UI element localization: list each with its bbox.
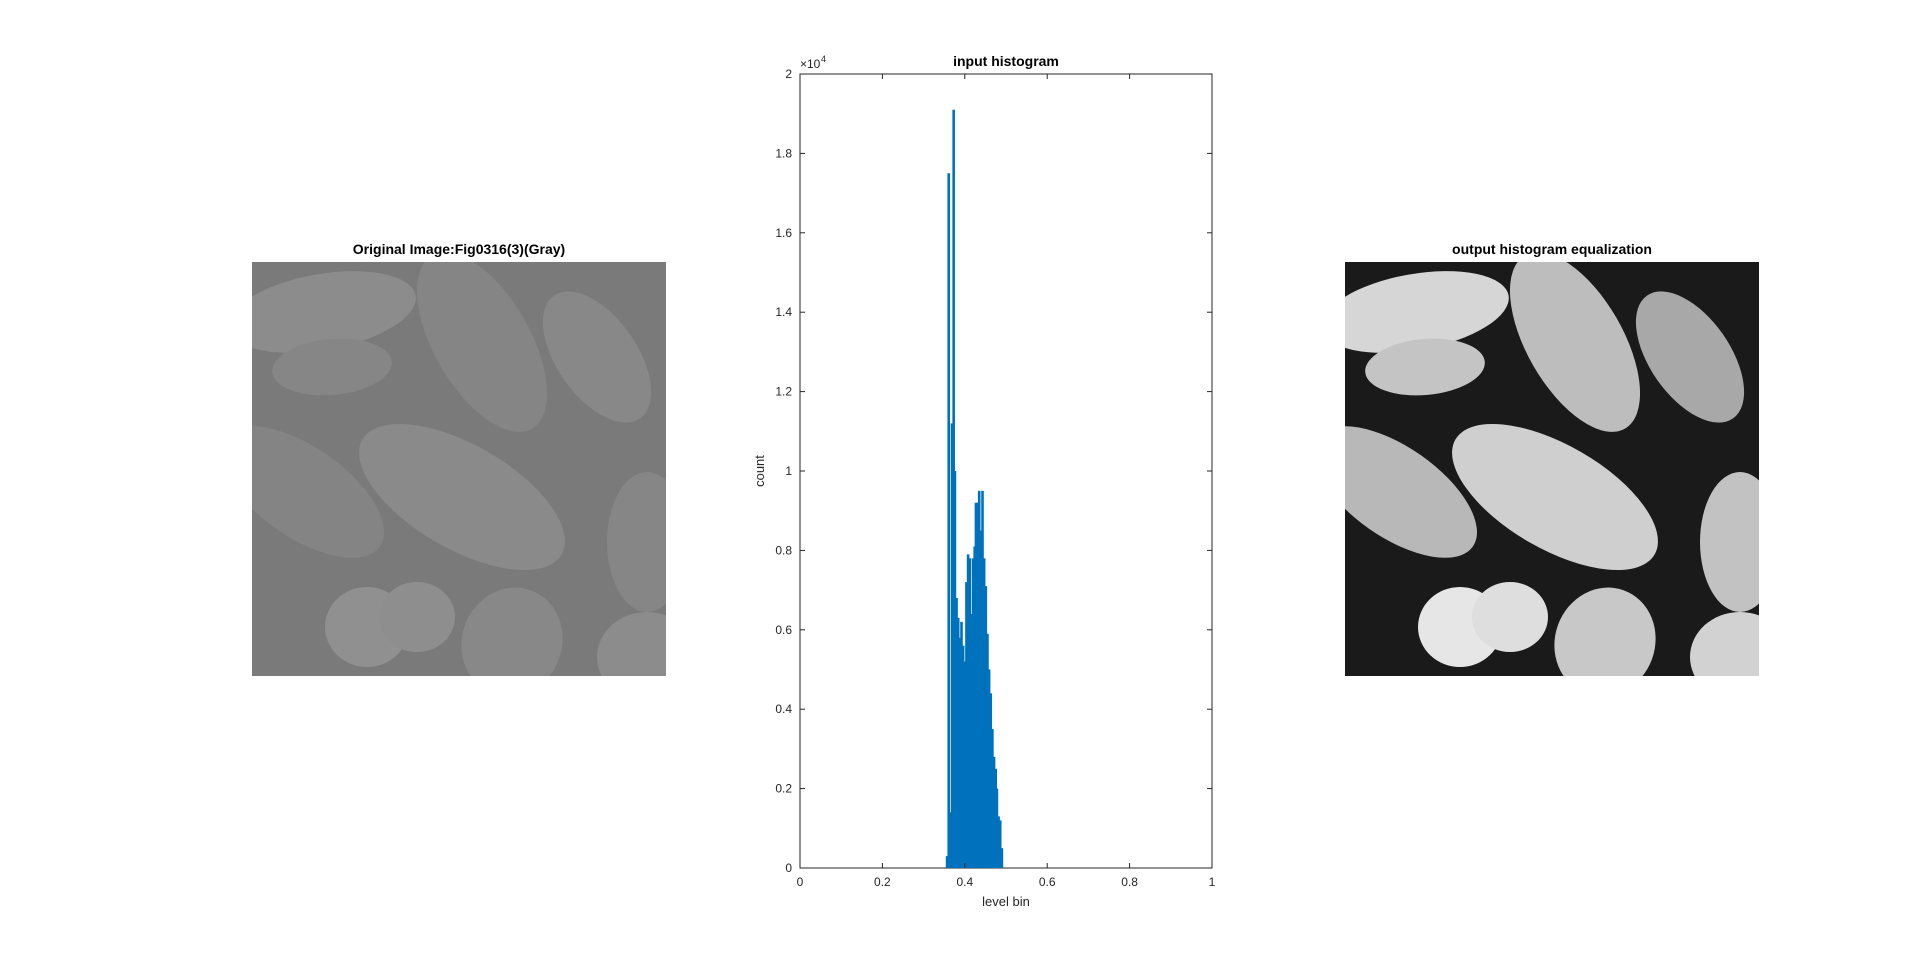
y-tick-label: 2 bbox=[785, 67, 792, 81]
histogram-bar bbox=[981, 490, 984, 868]
histogram-bar bbox=[979, 530, 983, 868]
histogram-bar bbox=[984, 586, 988, 868]
histogram-bar bbox=[947, 173, 951, 868]
histogram-bar bbox=[987, 669, 991, 868]
y-tick-label: 0.4 bbox=[775, 702, 792, 716]
histogram-bar bbox=[982, 558, 986, 868]
histogram-bar bbox=[974, 502, 978, 868]
histogram-bar bbox=[970, 613, 973, 868]
y-tick-label: 1 bbox=[785, 464, 792, 478]
plot-area-frame bbox=[799, 73, 1213, 869]
histogram-bar bbox=[976, 502, 979, 868]
histogram-bar bbox=[986, 633, 989, 868]
x-tick-label: 0.6 bbox=[1039, 875, 1056, 889]
histogram-bar bbox=[968, 558, 972, 868]
histogram-bar bbox=[992, 756, 996, 868]
histogram-bar bbox=[963, 661, 967, 868]
y-tick-label: 1.8 bbox=[775, 146, 792, 160]
y-tick-label: 1.4 bbox=[775, 305, 792, 319]
histogram-bar bbox=[991, 729, 994, 868]
pollen-image-low-contrast bbox=[252, 262, 666, 676]
y-tick-label: 0.8 bbox=[775, 543, 792, 557]
equalized-image-title: output histogram equalization bbox=[1452, 241, 1652, 257]
y-tick-label: 0.2 bbox=[775, 782, 792, 796]
y-tick-label: 1.2 bbox=[775, 385, 792, 399]
x-tick-label: 0 bbox=[797, 875, 804, 889]
y-exponent-label: ×10 bbox=[800, 57, 821, 71]
equalized-image bbox=[1345, 262, 1759, 676]
histogram-bar bbox=[950, 423, 954, 868]
histogram-bar bbox=[945, 856, 949, 868]
pollen-image-equalized bbox=[1345, 262, 1759, 676]
histogram-bar bbox=[953, 471, 957, 868]
x-tick-label: 1 bbox=[1209, 875, 1216, 889]
histogram-bar bbox=[971, 558, 975, 868]
chart-title: input histogram bbox=[953, 53, 1059, 69]
y-tick-label: 0.6 bbox=[775, 623, 792, 637]
histogram-bar bbox=[966, 554, 970, 868]
histogram-bar bbox=[955, 598, 958, 868]
histogram-bar bbox=[989, 693, 993, 868]
y-axis-label: count bbox=[752, 455, 767, 487]
histogram-bar bbox=[977, 490, 981, 868]
original-image-title: Original Image:Fig0316(3)(Gray) bbox=[352, 241, 566, 257]
histogram-bar bbox=[958, 637, 962, 868]
histogram-bar bbox=[965, 582, 968, 868]
x-tick-label: 0.4 bbox=[956, 875, 973, 889]
y-tick-label: 1.6 bbox=[775, 226, 792, 240]
histogram-bar bbox=[995, 788, 999, 868]
x-tick-label: 0.2 bbox=[874, 875, 891, 889]
histogram-bar bbox=[956, 617, 960, 868]
histogram-bar bbox=[1000, 848, 1004, 868]
x-axis-label: level bin bbox=[982, 894, 1030, 909]
histogram-bar bbox=[998, 820, 1002, 868]
histogram-bar bbox=[997, 816, 1000, 868]
x-tick-label: 0.8 bbox=[1121, 875, 1138, 889]
histogram-bar bbox=[961, 645, 965, 868]
histogram-bar bbox=[960, 621, 963, 868]
y-exponent-power: 4 bbox=[821, 54, 826, 64]
y-tick-label: 0 bbox=[785, 861, 792, 875]
histogram-bar bbox=[949, 812, 952, 868]
original-image bbox=[252, 262, 666, 676]
